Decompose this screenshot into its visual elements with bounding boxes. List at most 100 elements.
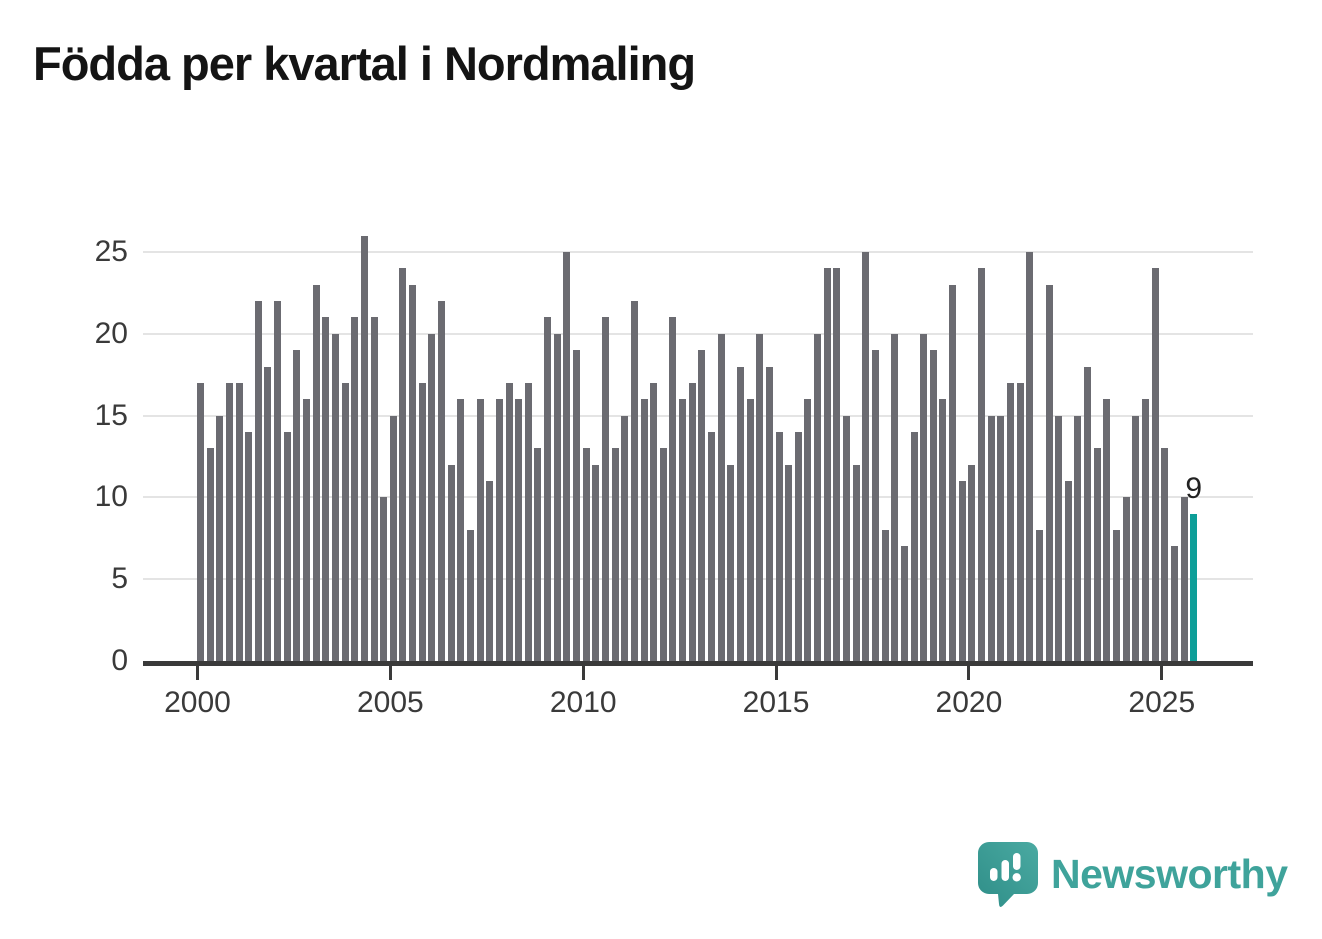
- bar: [544, 317, 552, 661]
- x-tick-2015: [774, 666, 778, 680]
- bar: [949, 284, 957, 661]
- bar: [900, 546, 908, 661]
- bar: [881, 530, 889, 661]
- bar: [1055, 415, 1063, 661]
- bar: [601, 317, 609, 661]
- bar: [254, 301, 262, 661]
- bar: [1113, 530, 1121, 661]
- bar: [688, 382, 696, 661]
- bar: [659, 448, 667, 661]
- gridline-y-10: [143, 496, 1253, 499]
- bar: [929, 350, 937, 661]
- bar: [389, 415, 397, 661]
- bar: [920, 333, 928, 661]
- bar: [206, 448, 214, 661]
- bar: [553, 333, 561, 661]
- y-tick-label-0: 0: [111, 644, 128, 677]
- bar: [1103, 399, 1111, 661]
- bar: [871, 350, 879, 661]
- newsworthy-wordmark: Newsworthy: [1051, 851, 1288, 897]
- bar: [756, 333, 764, 661]
- bar: [524, 382, 532, 661]
- y-tick-label-25: 25: [94, 235, 128, 268]
- bar: [987, 415, 995, 661]
- bar: [573, 350, 581, 661]
- bar: [476, 399, 484, 661]
- bar: [534, 448, 542, 661]
- bar: [1084, 366, 1092, 661]
- y-tick-label-5: 5: [111, 562, 128, 596]
- bar: [380, 497, 388, 661]
- bar: [679, 399, 687, 661]
- x-tick-label-2025: 2025: [1128, 686, 1196, 719]
- y-tick-label-10: 10: [94, 480, 128, 514]
- bar: [910, 431, 918, 661]
- bar: [1016, 382, 1024, 661]
- gridline-y-15: [143, 414, 1253, 417]
- bar: [1093, 448, 1101, 661]
- bar: [727, 464, 735, 661]
- bar: [669, 317, 677, 661]
- bar: [698, 350, 706, 661]
- bar: [197, 382, 204, 661]
- bar: [1180, 497, 1188, 661]
- bar: [1064, 481, 1072, 661]
- bar: [823, 268, 831, 661]
- bar: [274, 301, 282, 661]
- bar: [833, 268, 841, 661]
- bar: [775, 431, 783, 661]
- x-tick-2000: [196, 666, 199, 680]
- x-tick-label-2015: 2015: [742, 686, 810, 719]
- bar: [1074, 415, 1082, 661]
- x-tick-2025: [1160, 666, 1164, 680]
- bar: [418, 382, 426, 661]
- bar: [322, 317, 330, 661]
- bar: [245, 431, 253, 661]
- bar: [1122, 497, 1130, 661]
- bar: [225, 382, 233, 661]
- x-tick-label-2020: 2020: [935, 686, 1003, 719]
- bar: [891, 333, 899, 661]
- bar: [958, 481, 966, 661]
- y-tick-label-15: 15: [94, 398, 128, 432]
- bar: [785, 464, 793, 661]
- bar: [438, 301, 446, 661]
- bar: [592, 464, 600, 661]
- gridline-y-5: [143, 578, 1253, 581]
- bar: [341, 382, 349, 661]
- bar: [765, 366, 773, 661]
- bar: [515, 399, 523, 661]
- bar: [621, 415, 629, 661]
- bar: [708, 431, 716, 661]
- bar: [264, 366, 272, 661]
- bar: [1026, 252, 1034, 661]
- bar: [495, 399, 503, 661]
- bar: [303, 399, 311, 661]
- bar: [794, 431, 802, 661]
- bar-latest-quarter: [1190, 513, 1198, 661]
- bar: [997, 415, 1005, 661]
- x-tick-2020: [967, 666, 971, 680]
- bar: [650, 382, 658, 661]
- bar: [563, 252, 571, 661]
- bar: [582, 448, 590, 661]
- bar: [428, 333, 436, 661]
- last-value-label: 9: [1185, 471, 1203, 505]
- bar: [351, 317, 359, 661]
- bar: [283, 431, 291, 661]
- newsworthy-logo: Newsworthy: [977, 841, 1288, 908]
- bar: [852, 464, 860, 661]
- bar: [630, 301, 638, 661]
- gridline-y-20: [143, 332, 1253, 335]
- bar: [968, 464, 976, 661]
- x-axis-line: [143, 661, 1253, 666]
- bar: [486, 481, 494, 661]
- bar: [1161, 448, 1169, 661]
- bar: [717, 333, 725, 661]
- bar: [235, 382, 243, 661]
- bar: [640, 399, 648, 661]
- chart-title: Födda per kvartal i Nordmaling: [33, 37, 696, 90]
- bar: [736, 366, 744, 661]
- y-axis-labels: 0 5 10 15 20 25: [0, 231, 128, 676]
